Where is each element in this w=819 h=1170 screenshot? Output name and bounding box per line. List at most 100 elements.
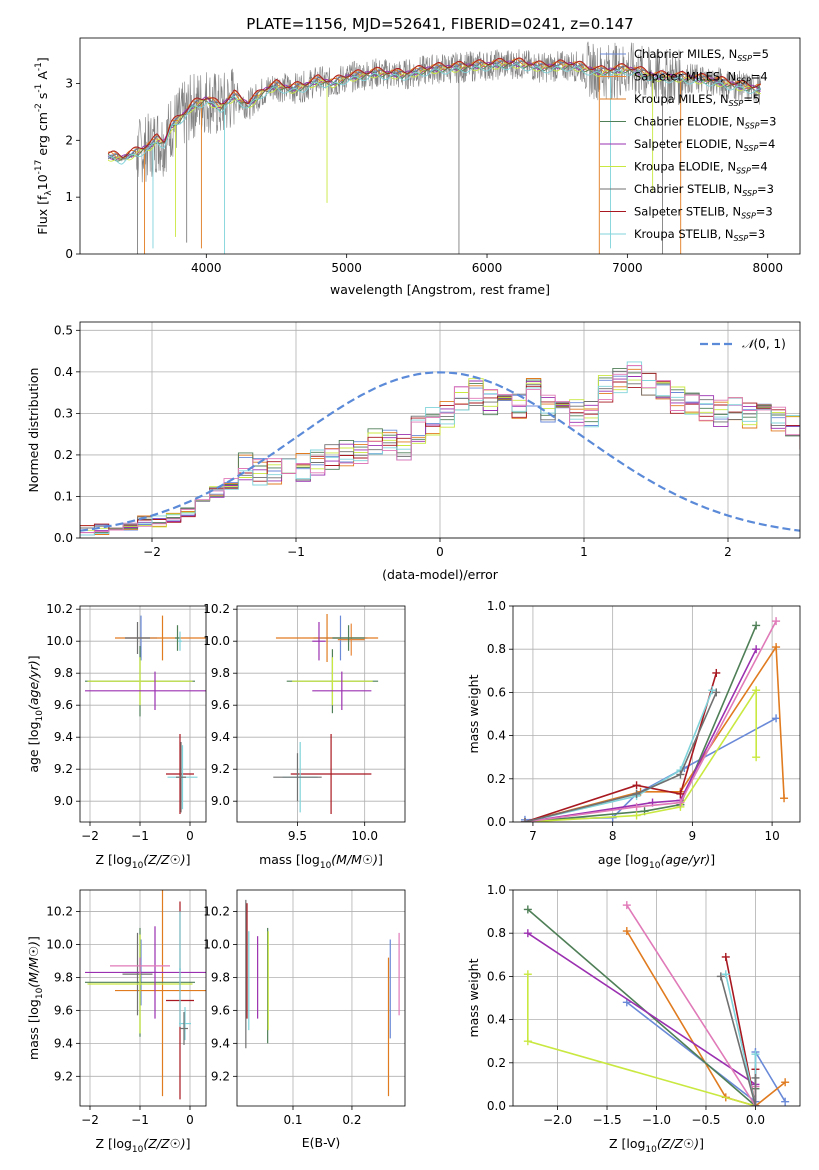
x-tick-label: 10.0 [351,829,378,843]
series-line [527,974,756,1106]
legend-text: =5 [743,92,760,106]
label-part: mass weight [466,674,481,753]
x-tick-label: −2 [143,545,161,559]
data-spectrum-line [107,41,761,183]
y-tick-label: 0.2 [487,772,506,786]
y-tick-label: 9.0 [211,794,230,808]
axes-frame [79,37,801,255]
legend-text: Salpeter STELIB, N [634,205,741,219]
label-part: Z [log [609,1136,645,1151]
y-tick-label: 9.6 [211,698,230,712]
y-axis-label: age [log10(age/yr)] [26,655,45,772]
axes-frame [79,605,207,823]
x-axis-label: E(B-V) [302,1135,341,1150]
x-tick-label: 0.2 [342,1113,361,1127]
label-part: s [35,93,50,104]
axes-frame [236,889,406,1107]
plot-area [85,615,206,814]
legend-sub: SSP [741,212,756,221]
legend-sub: SSP [736,77,751,86]
legend-text: Kroupa ELODIE, N [634,160,736,174]
legend-entry: Kroupa STELIB, NSSP=3 [634,227,765,243]
label-part: (age/yr) [26,660,41,710]
y-tick-label: 9.2 [54,762,73,776]
y-tick-label: 0.0 [487,1099,506,1113]
y-tick-label: 0.2 [54,448,73,462]
series-line [524,689,714,822]
y-tick-label: 10.0 [46,937,73,951]
label-part: ] [186,1136,191,1151]
y-tick-label: 0.0 [54,531,73,545]
x-tick-label: 9 [689,829,697,843]
y-tick-label: 0.4 [54,365,73,379]
age-vs-mass-panel: 9.5 10.0 9.0 9.2 9.4 9.6 9.8 10.0 10.2 mass [log1… [203,602,406,871]
label-part: age [log [26,721,41,772]
age-vs-z-panel: −2 −1 09.09.29.49.69.810.010.2Z [log10(Z/Z… [26,602,207,871]
y-tick-label: 9.8 [54,666,73,680]
y-axis-label: mass [log10(M/M☉)] [26,936,45,1060]
label-sub: 10 [320,861,332,871]
x-tick-label: −1 [131,1113,149,1127]
series-line [527,908,757,1106]
x-tick-label: −1.0 [642,1113,671,1127]
y-tick-label: 0.4 [487,1013,506,1027]
label-sub: 10 [132,861,144,871]
legend-text: =3 [760,115,777,129]
x-tick-label: 0 [186,829,194,843]
legend-entry: 𝒩(0, 1) [742,337,786,351]
x-tick-label: 7000 [612,261,643,275]
y-tick-label: 0.5 [54,323,73,337]
y-tick-label: 9.0 [54,794,73,808]
label-part: ] [699,1136,704,1151]
legend-entry: Chabrier STELIB, NSSP=3 [634,182,774,198]
y-tick-label: 2 [65,133,73,147]
plot-area [80,361,800,538]
label-part: mass [log [259,852,320,867]
label-part: ] [26,655,41,660]
x-tick-label: −0.5 [691,1113,720,1127]
series-line [524,717,777,821]
label-part: Z [log [95,1136,131,1151]
figure-title: PLATE=1156, MJD=52641, FIBERID=0241, z=0… [246,15,633,33]
label-part: 10 [35,987,45,999]
histogram-step [80,374,800,538]
massweight-vs-z-panel: −2.0 −1.5 −1.0 −0.5 0.0 0.0 0.2 0.4 0.6 0.8 1.0 mas… [466,883,801,1155]
y-axis-label: mass weight [466,958,481,1037]
legend-sub: SSP [744,144,759,153]
x-axis-label: wavelength [Angstrom, rest frame] [330,282,550,297]
legend-text: Chabrier MILES, N [634,47,737,61]
label-part: age [log [598,852,649,867]
y-tick-label: 10.2 [46,602,73,616]
y-tick-label: 9.2 [54,1069,73,1083]
legend-text: Kroupa MILES, N [634,92,729,106]
legend-sub: SSP [745,122,760,131]
y-tick-label: 9.8 [211,970,230,984]
legend-sub: SSP [736,167,751,176]
plot-area [245,899,400,1097]
y-tick-label: 9.8 [54,970,73,984]
x-axis-label: age [log10(age/yr)] [598,852,715,871]
legend-entry: Kroupa ELODIE, NSSP=4 [634,160,768,176]
y-tick-label: 0 [65,247,73,261]
legend-text: =4 [751,160,768,174]
y-axis-label: mass weight [466,674,481,753]
plot-area [523,901,790,1106]
label-part: -2 [34,103,44,112]
x-tick-label: 8000 [752,261,783,275]
y-tick-label: 0.0 [487,815,506,829]
grid [80,890,206,1106]
legend-sub: SSP [742,189,757,198]
label-part: Flux [f [35,195,50,235]
legend-text: Salpeter ELODIE, N [634,137,744,151]
legend-text: Chabrier STELIB, N [634,182,742,196]
series-line [720,976,757,1106]
y-tick-label: 0.8 [487,926,506,940]
label-part: (age/yr) [660,852,710,867]
x-axis-label: Z [log10(Z/Z☉)] [95,1136,190,1155]
legend-text: =3 [756,205,773,219]
label-sub: 10 [649,861,661,871]
y-tick-label: 10.0 [203,634,230,648]
y-tick-label: 1 [65,190,73,204]
y-tick-label: 0.2 [487,1056,506,1070]
